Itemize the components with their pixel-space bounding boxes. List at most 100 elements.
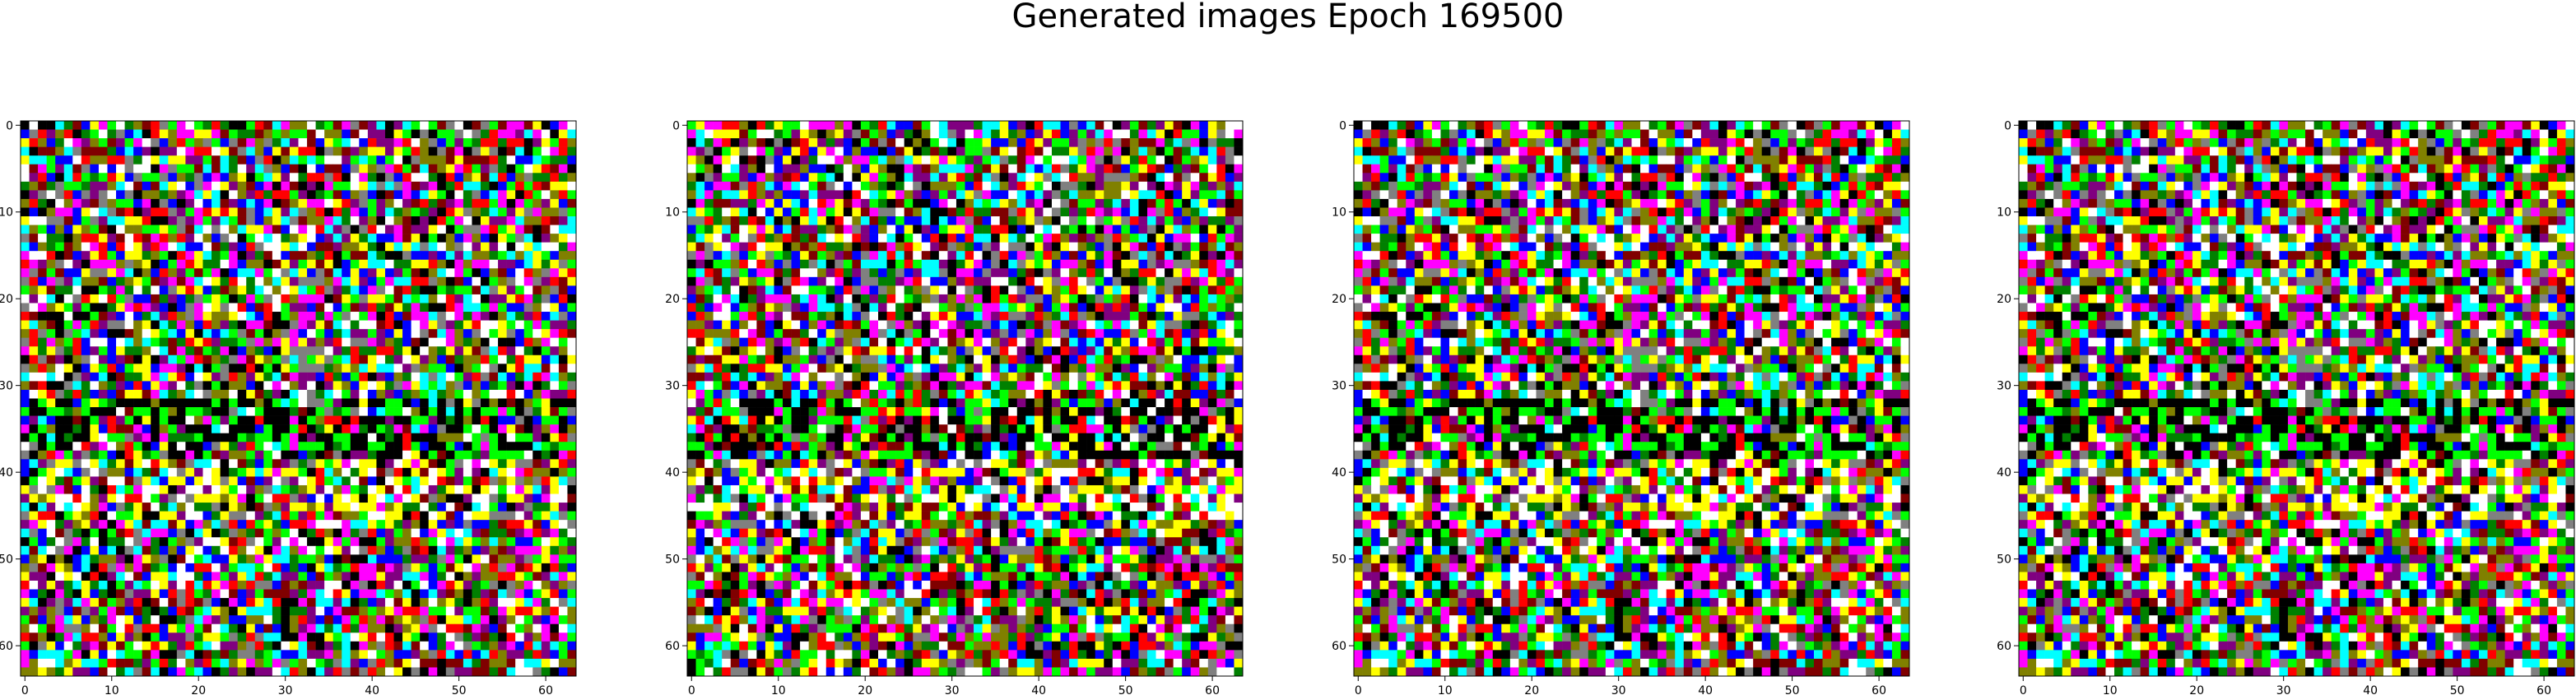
pixel — [1234, 207, 1244, 217]
pixel — [428, 303, 438, 313]
pixel — [384, 312, 394, 321]
pixel — [523, 173, 533, 183]
pixel — [506, 259, 516, 269]
pixel — [930, 155, 940, 165]
pixel — [567, 312, 577, 321]
pixel — [359, 181, 369, 191]
pixel — [212, 424, 221, 433]
pixel — [168, 276, 178, 286]
pixel — [367, 589, 377, 599]
pixel — [420, 545, 430, 555]
pixel — [428, 554, 438, 564]
pixel — [523, 389, 533, 399]
pixel — [1190, 198, 1200, 208]
pixel — [307, 598, 316, 607]
pixel — [359, 598, 369, 607]
pixel — [783, 173, 792, 183]
pixel — [480, 632, 490, 642]
pixel — [376, 146, 386, 156]
pixel — [567, 398, 577, 408]
pixel — [567, 346, 577, 356]
pixel — [558, 364, 568, 373]
pixel — [324, 450, 333, 460]
pixel — [437, 442, 447, 452]
pixel — [237, 537, 247, 547]
pixel — [739, 225, 749, 234]
pixel — [246, 129, 256, 139]
pixel — [472, 398, 481, 408]
pixel — [428, 190, 438, 200]
pixel — [1112, 198, 1122, 208]
pixel — [151, 303, 160, 313]
pixel — [46, 337, 56, 347]
pixel — [229, 276, 238, 286]
pixel — [567, 276, 577, 286]
pixel — [29, 216, 39, 225]
pixel — [55, 259, 65, 269]
pixel — [532, 606, 542, 616]
pixel — [72, 572, 82, 581]
pixel — [1199, 181, 1209, 191]
pixel — [254, 650, 264, 660]
pixel — [38, 667, 47, 677]
pixel — [558, 225, 568, 234]
pixel — [298, 606, 308, 616]
pixel — [463, 632, 472, 642]
pixel — [159, 129, 169, 139]
pixel — [81, 563, 91, 572]
pixel — [246, 146, 256, 156]
pixel — [817, 121, 827, 130]
pixel — [237, 155, 247, 165]
pixel — [1129, 216, 1139, 225]
pixel — [332, 138, 342, 147]
pixel — [90, 129, 100, 139]
pixel — [1173, 216, 1183, 225]
pixel — [185, 667, 195, 677]
pixel — [367, 650, 377, 660]
pixel — [350, 146, 360, 156]
pixel — [263, 303, 273, 313]
pixel — [272, 251, 281, 261]
pixel — [498, 276, 507, 286]
pixel — [159, 155, 169, 165]
pixel — [463, 320, 472, 330]
pixel — [895, 181, 904, 191]
pixel — [938, 207, 948, 217]
pixel — [63, 155, 73, 165]
pixel — [193, 372, 203, 382]
pixel — [55, 433, 65, 442]
pixel — [46, 398, 56, 408]
pixel — [107, 650, 117, 660]
pixel — [315, 129, 325, 139]
pixel — [437, 503, 447, 512]
pixel — [445, 563, 455, 572]
pixel — [567, 234, 577, 243]
pixel — [904, 146, 914, 156]
pixel — [185, 207, 195, 217]
pixel — [420, 520, 430, 530]
pixel — [1104, 155, 1114, 165]
pixel — [367, 606, 377, 616]
pixel — [142, 407, 151, 416]
pixel — [298, 467, 308, 477]
pixel — [420, 493, 430, 503]
pixel — [489, 572, 499, 581]
pixel — [523, 598, 533, 607]
pixel — [367, 129, 377, 139]
pixel — [437, 129, 447, 139]
pixel — [532, 433, 542, 442]
pixel — [1173, 190, 1183, 200]
pixel — [168, 450, 178, 460]
pixel — [367, 303, 377, 313]
pixel — [532, 459, 542, 469]
pixel — [1146, 155, 1156, 165]
pixel — [376, 294, 386, 303]
pixel — [21, 650, 30, 660]
pixel — [506, 528, 516, 538]
pixel — [29, 251, 39, 261]
pixel — [947, 216, 957, 225]
pixel — [687, 216, 696, 225]
pixel — [1173, 121, 1183, 130]
pixel — [825, 129, 835, 139]
pixel — [800, 234, 809, 243]
